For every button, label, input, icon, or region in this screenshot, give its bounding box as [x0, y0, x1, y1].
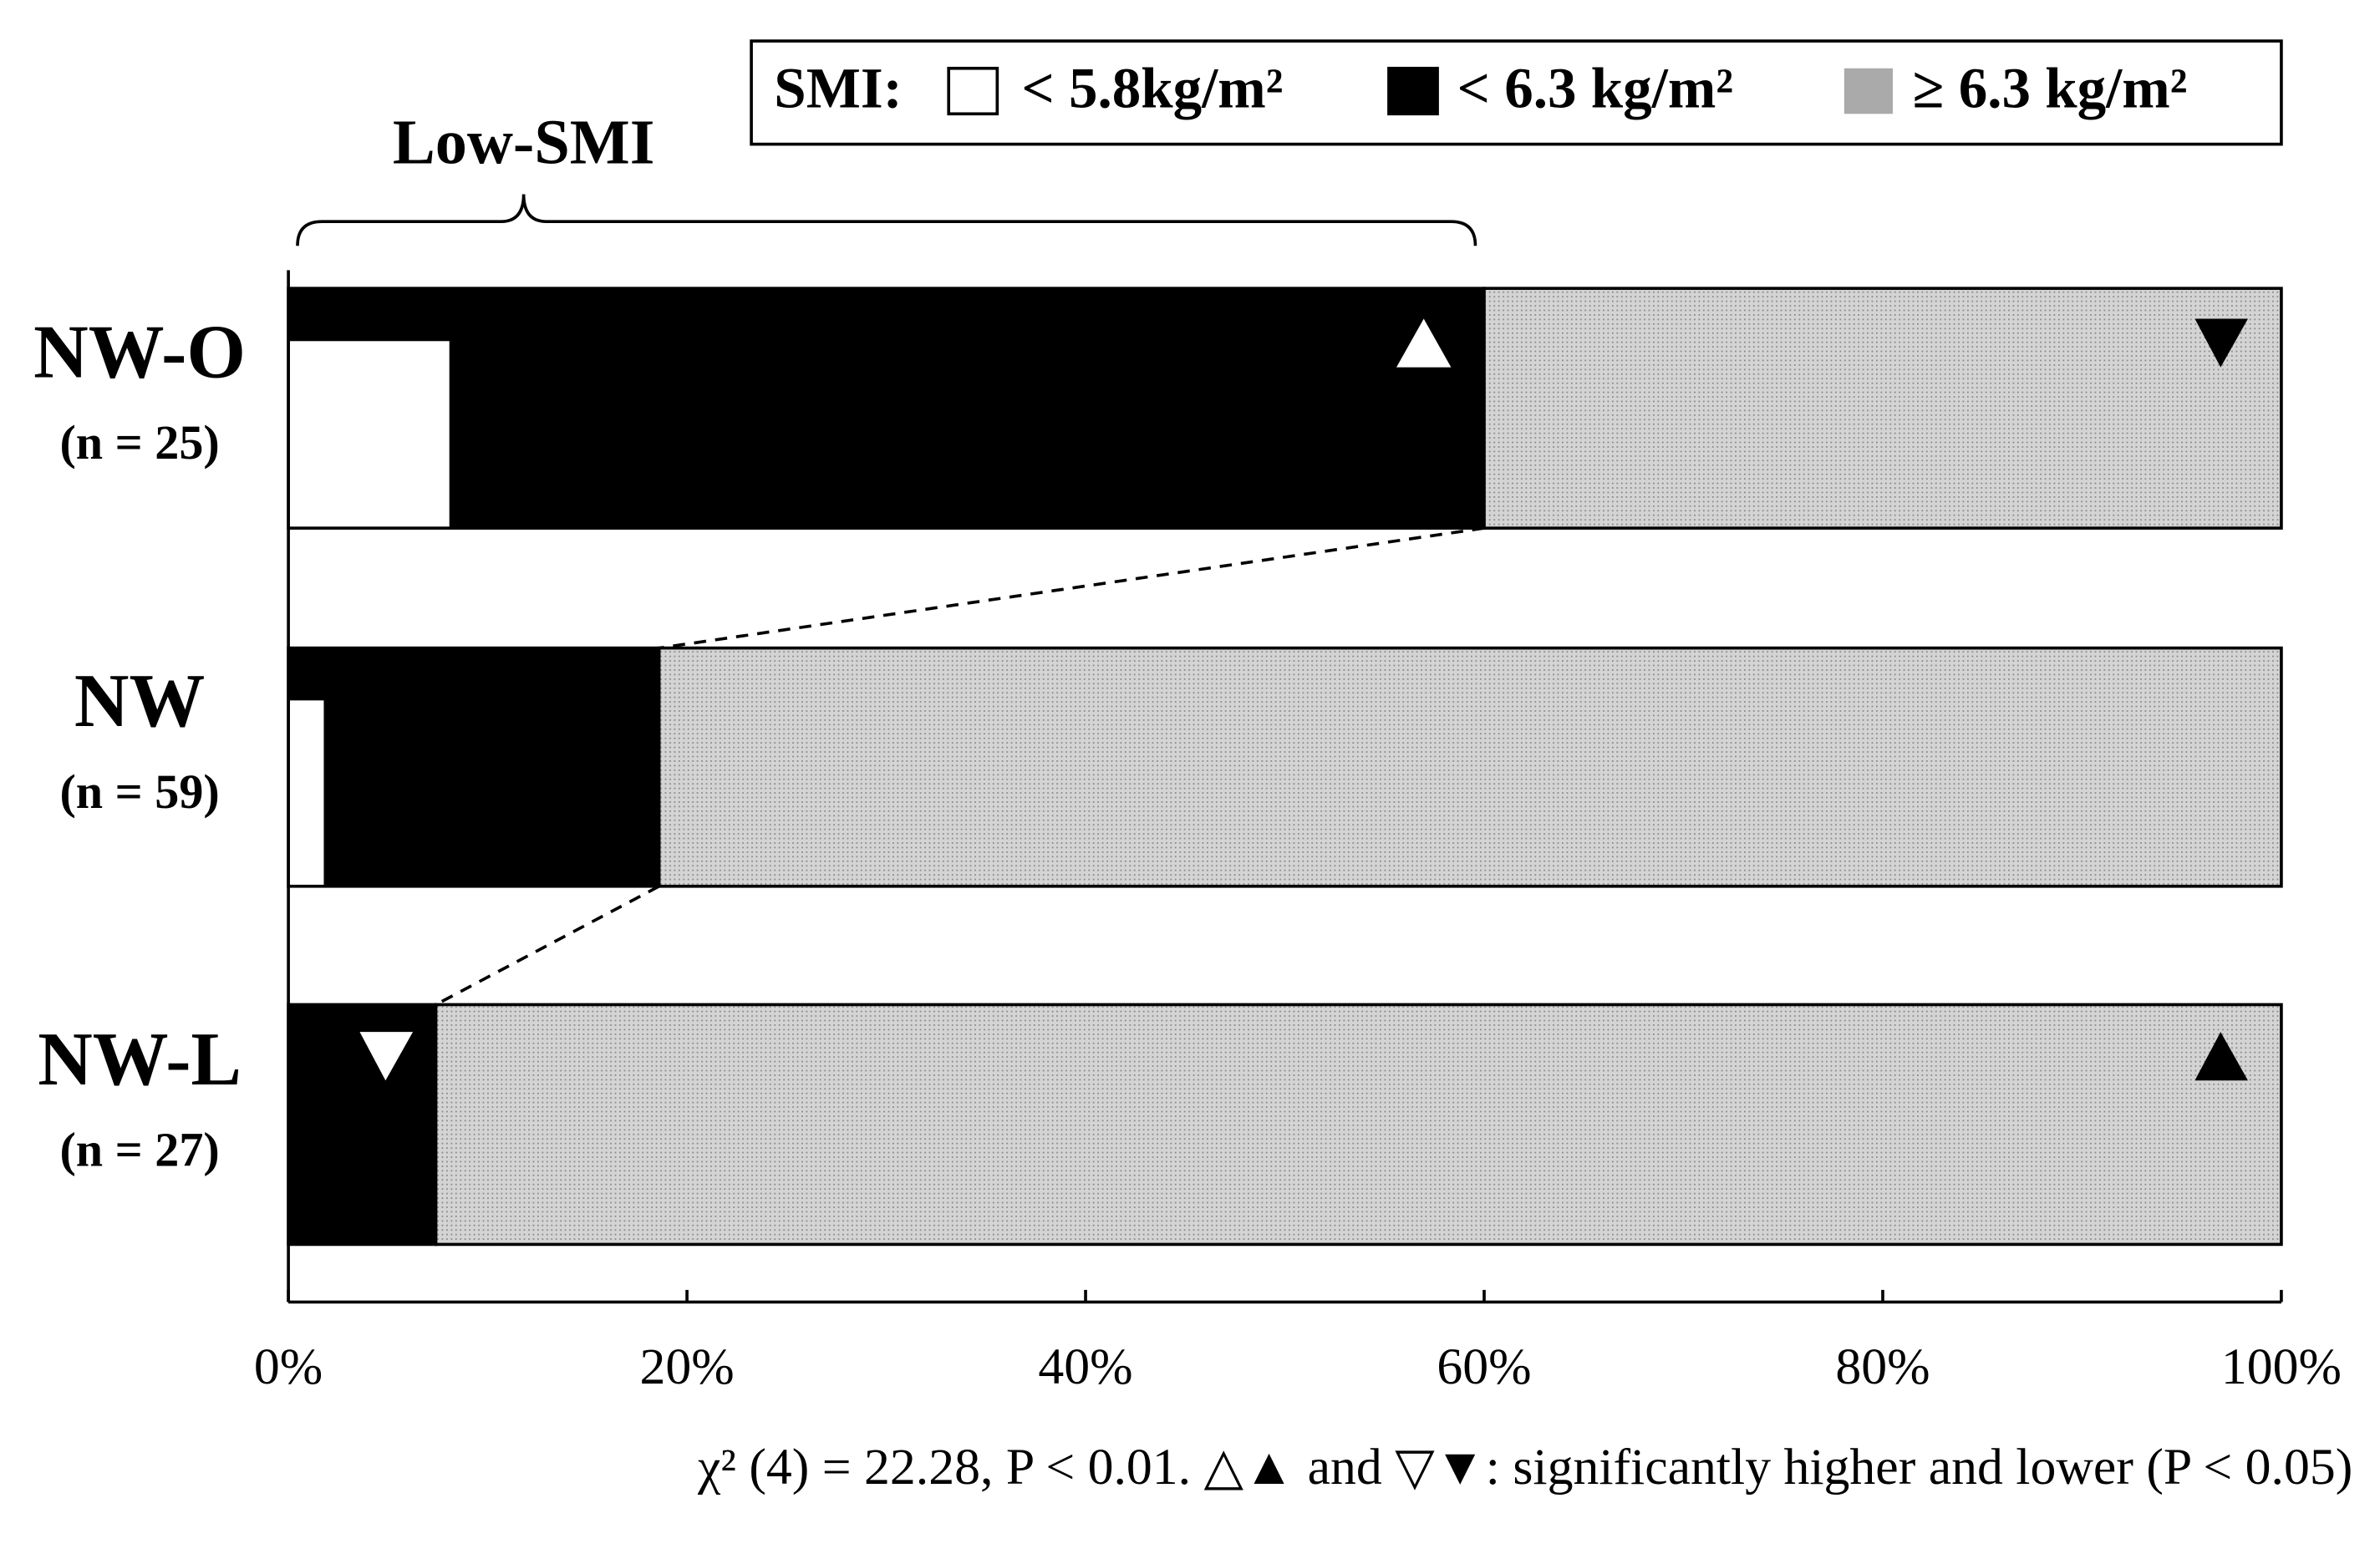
- category-count: (n = 25): [59, 415, 219, 470]
- x-tick-label: 40%: [1038, 1338, 1132, 1395]
- sig-marker: [2194, 1032, 2248, 1081]
- legend-swatch: [1843, 68, 1893, 114]
- bar-segment: [287, 287, 1486, 530]
- legend-swatch: [947, 66, 999, 116]
- category-label: NW: [74, 658, 205, 743]
- sig-marker: [2194, 318, 2248, 368]
- x-tick-label: 100%: [2221, 1338, 2342, 1395]
- category-label: NW-L: [38, 1017, 242, 1101]
- bar-segment: [287, 646, 661, 888]
- x-tick-label: 60%: [1437, 1338, 1531, 1395]
- legend-label: < 5.8kg/m²: [1021, 55, 1283, 119]
- legend-title: SMI:: [774, 55, 902, 119]
- category-count: (n = 27): [59, 1123, 219, 1177]
- legend-label: < 6.3 kg/m²: [1457, 55, 1733, 119]
- bar-segment: [1482, 287, 2283, 530]
- category-count: (n = 59): [59, 764, 219, 819]
- sig-marker: [1396, 318, 1452, 368]
- connector: [435, 885, 660, 1007]
- bar-segment: [287, 1003, 438, 1247]
- x-tick-label: 20%: [639, 1338, 734, 1395]
- bar-segment: [289, 700, 324, 885]
- footnote: χ² (4) = 22.28, P < 0.01. △▲ and ▽▼: sig…: [697, 1439, 2352, 1496]
- category-label: NW-O: [33, 309, 246, 394]
- legend-swatch: [1387, 66, 1439, 116]
- x-tick-label: 0%: [254, 1338, 323, 1395]
- sig-marker: [359, 1032, 414, 1081]
- bar-segment: [657, 646, 2283, 888]
- legend-label: ≥ 6.3 kg/m²: [1913, 55, 2188, 119]
- plot: NW-O (n = 25) NW (n = 59) NW-L (n = 27) 0% 20% 4…: [33, 270, 2342, 1395]
- bar-segment: [289, 341, 450, 527]
- bar-segment: [434, 1003, 2283, 1247]
- legend-box: [750, 39, 2283, 146]
- x-tick-label: 80%: [1835, 1338, 1930, 1395]
- bracket: [296, 194, 1477, 246]
- bracket-label: Low-SMI: [393, 107, 655, 178]
- connector: [659, 526, 1485, 650]
